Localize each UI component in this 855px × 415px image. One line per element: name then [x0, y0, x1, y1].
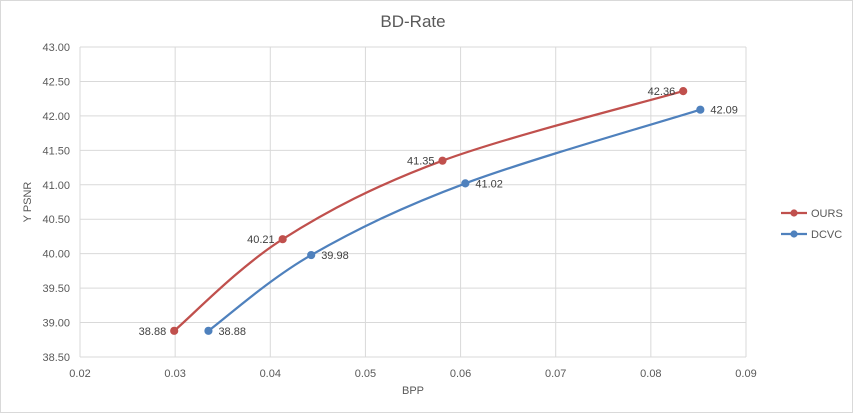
x-tick-label: 0.03 [164, 368, 185, 380]
data-label-layer: 38.88 40.21 41.35 42.36 38.88 39.98 41.02 42.09 [139, 86, 738, 338]
data-point-dcvc [696, 105, 705, 114]
data-label-dcvc: 42.09 [710, 105, 738, 117]
x-tick-label: 0.07 [545, 368, 566, 380]
data-label-dcvc: 38.88 [218, 326, 246, 338]
x-tick-label: 0.02 [69, 368, 90, 380]
x-tick-label: 0.08 [640, 368, 661, 380]
x-axis-title: BPP [402, 385, 424, 397]
data-point-ours [278, 235, 287, 244]
legend-label-dcvc: DCVC [811, 229, 842, 241]
axis-layer: 38.50 39.00 39.50 40.00 40.50 41.00 41.50 42.00… [42, 42, 756, 380]
data-point-ours [679, 86, 688, 96]
y-axis-title: Y PSNR [22, 182, 34, 223]
y-tick-label: 41.00 [42, 180, 70, 192]
data-point-dcvc [204, 326, 213, 335]
y-tick-label: 42.00 [42, 111, 70, 123]
legend-marker-ours [790, 209, 798, 217]
data-label-dcvc: 39.98 [321, 250, 349, 262]
data-label-ours: 38.88 [139, 326, 167, 338]
x-tick-label: 0.06 [450, 368, 471, 380]
series-line-ours [173, 89, 685, 332]
y-tick-label: 39.00 [42, 318, 70, 330]
grid-layer [79, 46, 747, 358]
series-line-dcvc [207, 108, 702, 332]
data-label-dcvc: 41.02 [475, 178, 503, 190]
y-tick-label: 40.00 [42, 249, 70, 261]
legend: OURS DCVC [781, 208, 843, 241]
x-tick-label: 0.04 [260, 368, 281, 380]
data-label-ours: 40.21 [247, 234, 275, 246]
data-label-ours: 41.35 [407, 156, 435, 168]
chart-title: BD-Rate [380, 12, 445, 31]
y-tick-label: 41.50 [42, 145, 70, 157]
data-point-dcvc [307, 250, 316, 260]
x-tick-label: 0.05 [355, 368, 376, 380]
data-point-ours [170, 326, 179, 335]
y-tick-label: 39.50 [42, 283, 70, 295]
data-point-dcvc [461, 179, 470, 188]
y-tick-label: 42.50 [42, 76, 70, 88]
series-layer [170, 86, 705, 335]
legend-label-ours: OURS [811, 208, 843, 220]
y-tick-label: 38.50 [42, 352, 70, 364]
y-tick-label: 40.50 [42, 214, 70, 226]
data-point-ours [438, 156, 447, 165]
y-tick-label: 43.00 [42, 42, 70, 54]
x-tick-label: 0.09 [735, 368, 756, 380]
data-label-ours: 42.36 [648, 86, 676, 98]
legend-marker-dcvc [790, 230, 798, 238]
